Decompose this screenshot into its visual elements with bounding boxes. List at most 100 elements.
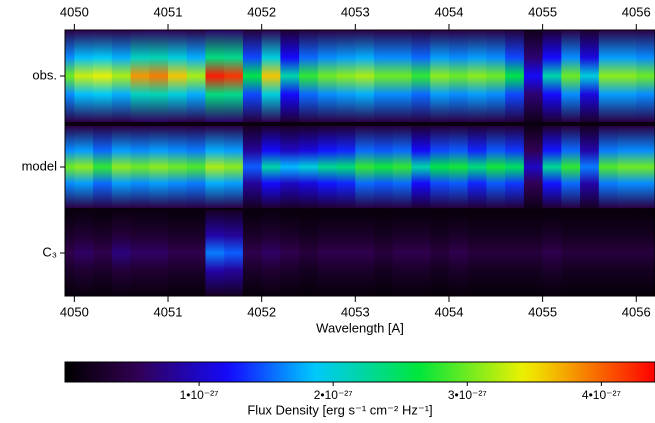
- flux-cell: [205, 30, 225, 122]
- flux-cell: [448, 126, 469, 208]
- flux-cell: [392, 30, 413, 122]
- flux-cell: [317, 30, 338, 122]
- flux-cell: [486, 210, 506, 296]
- flux-cell: [505, 30, 525, 122]
- x-tick-label: 4050: [60, 4, 89, 19]
- panel-label: C₃: [42, 244, 57, 259]
- x-tick-label: 4054: [435, 4, 464, 19]
- flux-cell: [186, 126, 206, 208]
- flux-cell: [561, 126, 581, 208]
- flux-cell: [580, 30, 600, 122]
- flux-cell: [355, 210, 375, 296]
- flux-cell: [149, 210, 169, 296]
- x-tick-label: 4051: [154, 304, 183, 319]
- flux-cell: [411, 210, 431, 296]
- flux-cell: [336, 126, 356, 208]
- flux-cell: [411, 126, 431, 208]
- flux-cell: [65, 126, 75, 208]
- flux-cell: [168, 30, 188, 122]
- colorbar-tick-label: 4•10⁻²⁷: [582, 388, 621, 402]
- flux-cell: [374, 30, 394, 122]
- flux-cell: [374, 210, 394, 296]
- flux-cell: [130, 30, 150, 122]
- x-tick-label: 4055: [528, 4, 557, 19]
- flux-cell: [93, 126, 113, 208]
- flux-cell: [336, 30, 356, 122]
- flux-cell: [448, 210, 469, 296]
- flux-cell: [467, 210, 487, 296]
- flux-cell: [186, 30, 206, 122]
- flux-cell: [598, 30, 619, 122]
- flux-cell: [355, 126, 375, 208]
- flux-cell: [542, 210, 562, 296]
- flux-cell: [111, 126, 132, 208]
- flux-cell: [299, 210, 319, 296]
- colorbar: [64, 361, 655, 383]
- flux-cell: [261, 126, 281, 208]
- colorbar-label: Flux Density [erg s⁻¹ cm⁻² Hz⁻¹]: [247, 402, 432, 417]
- flux-cell: [542, 30, 562, 122]
- flux-cell: [93, 30, 113, 122]
- flux-cell: [580, 126, 600, 208]
- flux-cell: [636, 30, 655, 122]
- flux-cell: [205, 126, 225, 208]
- flux-cell: [355, 30, 375, 122]
- flux-cell: [374, 126, 394, 208]
- flux-cell: [486, 30, 506, 122]
- flux-cell: [448, 30, 469, 122]
- flux-cell: [261, 210, 281, 296]
- x-axis-label: Wavelength [A]: [316, 320, 404, 335]
- flux-cell: [186, 210, 206, 296]
- flux-cell: [224, 126, 244, 208]
- flux-cell: [505, 210, 525, 296]
- x-tick-label: 4052: [247, 304, 276, 319]
- flux-cell: [598, 210, 619, 296]
- colorbar-tick-label: 3•10⁻²⁷: [448, 388, 487, 402]
- flux-cell: [430, 126, 450, 208]
- flux-cell: [561, 30, 581, 122]
- flux-cell: [205, 210, 225, 296]
- flux-cell: [299, 30, 319, 122]
- x-tick-label: 4055: [528, 304, 557, 319]
- flux-cell: [242, 30, 263, 122]
- flux-cell: [280, 210, 300, 296]
- colorbar-tick-label: 1•10⁻²⁷: [180, 388, 219, 402]
- flux-cell: [636, 210, 655, 296]
- flux-cell: [486, 126, 506, 208]
- flux-cell: [299, 126, 319, 208]
- panel-label: model: [22, 158, 58, 173]
- x-tick-label: 4050: [60, 304, 89, 319]
- flux-cell: [617, 126, 637, 208]
- flux-cell: [505, 126, 525, 208]
- flux-cell: [111, 30, 132, 122]
- flux-cell: [224, 30, 244, 122]
- plot-frame: [64, 29, 655, 297]
- x-tick-label: 4053: [341, 4, 370, 19]
- flux-cell: [411, 30, 431, 122]
- flux-cell: [430, 210, 450, 296]
- flux-cell: [74, 210, 94, 296]
- x-tick-label: 4056: [622, 4, 651, 19]
- flux-cell: [467, 126, 487, 208]
- flux-cell: [130, 126, 150, 208]
- flux-cell: [636, 126, 655, 208]
- flux-cell: [224, 210, 244, 296]
- flux-cell: [65, 30, 75, 122]
- flux-cell: [317, 126, 338, 208]
- x-tick-label: 4054: [435, 304, 464, 319]
- flux-cell: [280, 126, 300, 208]
- flux-cell: [74, 30, 94, 122]
- flux-cell: [523, 210, 544, 296]
- flux-cell: [242, 126, 263, 208]
- x-tick-label: 4056: [622, 304, 651, 319]
- flux-cell: [392, 126, 413, 208]
- flux-cell: [261, 30, 281, 122]
- flux-cell: [598, 126, 619, 208]
- panel-label: obs.: [32, 67, 57, 82]
- flux-cell: [336, 210, 356, 296]
- flux-cell: [561, 210, 581, 296]
- flux-cell: [580, 210, 600, 296]
- x-tick-label: 4053: [341, 304, 370, 319]
- flux-cell: [523, 30, 544, 122]
